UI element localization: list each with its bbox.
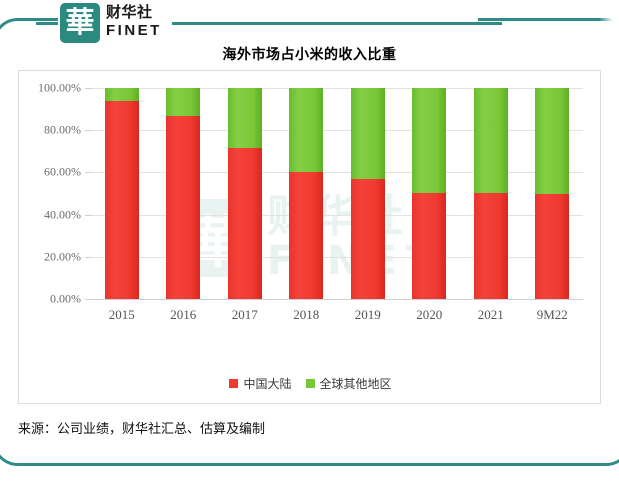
- gridline: [91, 88, 583, 89]
- gridline: [91, 130, 583, 132]
- header-rule-left: [36, 22, 58, 25]
- bar-segment[interactable]: [227, 147, 262, 299]
- y-axis-label: 60.00%: [44, 164, 81, 179]
- bar-segment[interactable]: [535, 88, 570, 194]
- y-axis-label: 20.00%: [44, 249, 81, 264]
- bar-segment[interactable]: [412, 88, 447, 193]
- legend-label: 全球其他地区: [319, 377, 392, 391]
- finet-logo-icon: 華: [60, 3, 100, 43]
- x-axis-label: 9M22: [536, 307, 568, 322]
- brand-name-en: FINET: [106, 22, 162, 39]
- bar-segment[interactable]: [535, 193, 570, 299]
- gridline: [91, 214, 583, 216]
- bar-column[interactable]: [412, 88, 447, 299]
- y-axis-tick: [85, 299, 91, 300]
- header: 華 财华社 FINET: [0, 0, 619, 76]
- logo-glyph: 華: [65, 4, 95, 39]
- bar-segment[interactable]: [104, 101, 139, 299]
- x-axis-label: 2020: [416, 307, 443, 322]
- bar-segment[interactable]: [350, 88, 385, 180]
- y-axis-label: 40.00%: [44, 207, 81, 222]
- y-axis-tick: [85, 256, 91, 258]
- legend-swatch-icon: [229, 379, 239, 388]
- bar-segment[interactable]: [412, 192, 447, 299]
- brand-wordmark: 财华社 FINET: [106, 3, 176, 39]
- legend-label: 中国大陆: [243, 377, 292, 391]
- legend-item[interactable]: 全球其他地区: [305, 375, 392, 392]
- bar-segment[interactable]: [289, 171, 324, 299]
- header-rule-right: [172, 22, 502, 25]
- chart-title: 海外市场占小米的收入比重: [222, 47, 397, 63]
- frame-fade-right: [599, 16, 619, 76]
- y-axis-tick: [85, 88, 91, 89]
- gridline: [91, 172, 583, 174]
- chart-legend: 中国大陆 全球其他地区: [19, 375, 600, 392]
- y-axis-label: 80.00%: [44, 122, 81, 137]
- y-axis-tick: [85, 130, 91, 132]
- bar-segment[interactable]: [104, 88, 139, 102]
- bar-segment[interactable]: [166, 116, 201, 299]
- bar-column[interactable]: [350, 88, 385, 299]
- plot-area: 120.00%100.00%80.00%60.00%40.00%20.00%0.…: [38, 81, 583, 322]
- x-axis-label: 2021: [477, 307, 504, 322]
- x-axis-label: 2016: [170, 307, 197, 322]
- x-axis-label: 2018: [293, 307, 320, 322]
- source-note: 来源：公司业绩，财华社汇总、估算及编制: [18, 422, 266, 437]
- gridline: [91, 256, 583, 258]
- legend-item[interactable]: 中国大陆: [229, 375, 292, 392]
- x-axis-label: 2015: [108, 307, 135, 322]
- bar-column[interactable]: [104, 88, 139, 299]
- bar-segment[interactable]: [473, 193, 508, 299]
- x-axis-label: 2017: [231, 307, 258, 322]
- bar-segment[interactable]: [227, 88, 262, 148]
- bar-column[interactable]: [166, 88, 201, 299]
- bar-segment[interactable]: [473, 88, 508, 194]
- bar-column[interactable]: [289, 88, 324, 299]
- x-axis-label: 2019: [354, 307, 381, 322]
- bar-column[interactable]: [473, 88, 508, 299]
- y-axis-tick: [85, 172, 91, 174]
- bar-column[interactable]: [227, 88, 262, 299]
- bar-segment[interactable]: [166, 88, 201, 117]
- y-axis-label: 0.00%: [50, 291, 81, 306]
- bar-segment[interactable]: [350, 179, 385, 299]
- bar-segment[interactable]: [289, 88, 324, 172]
- bar-column[interactable]: [535, 88, 570, 299]
- brand-name-cn: 财华社: [106, 3, 153, 21]
- y-axis-tick: [85, 214, 91, 216]
- y-axis-label: 100.00%: [38, 80, 81, 95]
- x-axis-line: [91, 299, 583, 300]
- chart-panel: 華 财华社 FINET 120.00%100.00%80.00%60.00%40…: [18, 70, 601, 404]
- legend-swatch-icon: [305, 379, 315, 388]
